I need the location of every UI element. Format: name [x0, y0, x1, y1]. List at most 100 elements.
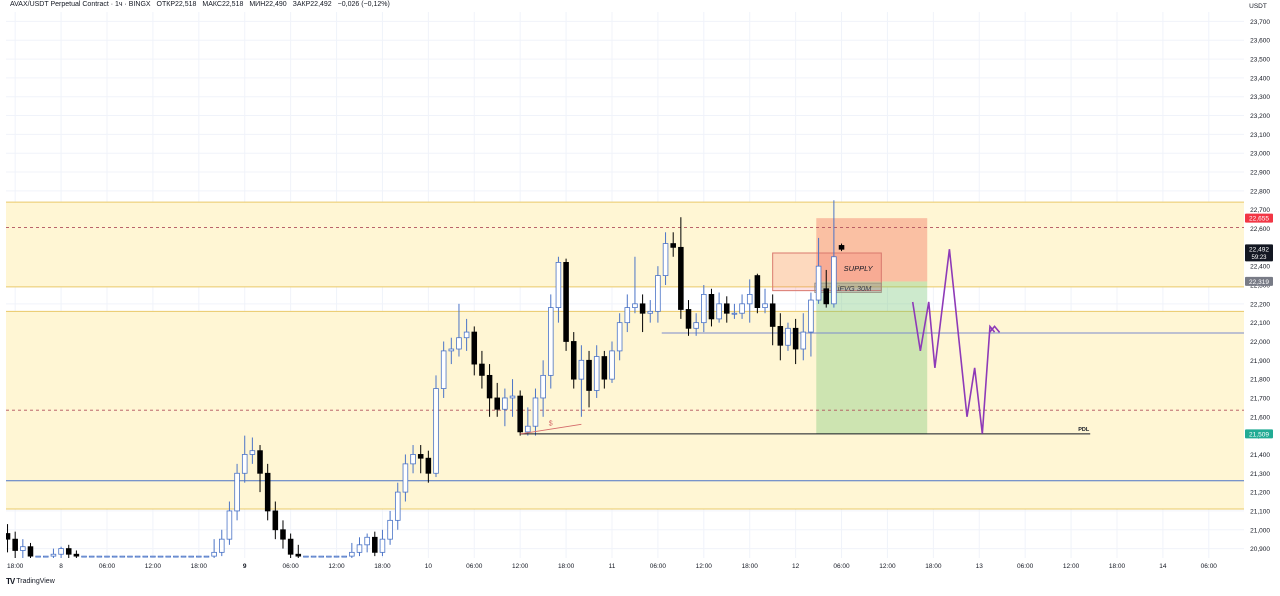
candle-body-down[interactable] — [12, 538, 18, 551]
candle-body-down[interactable] — [563, 262, 569, 342]
sweep-line[interactable] — [520, 423, 582, 435]
candle-body-up[interactable] — [364, 536, 370, 546]
candle-body-down[interactable] — [264, 472, 271, 512]
candle-body-down[interactable] — [486, 374, 493, 399]
candle-body-up[interactable] — [341, 555, 347, 558]
candle-body-up[interactable] — [226, 510, 233, 540]
candle-body-down[interactable] — [27, 546, 34, 557]
candle-body-up[interactable] — [448, 348, 455, 352]
candle-body-up[interactable] — [35, 555, 41, 558]
candle-body-down[interactable] — [417, 454, 424, 459]
candle-body-up[interactable] — [525, 425, 531, 433]
candle-body-up[interactable] — [693, 322, 699, 329]
candle-body-up[interactable] — [746, 294, 753, 305]
candle-body-down[interactable] — [5, 533, 11, 540]
candle-body-up[interactable] — [532, 397, 539, 427]
candle-body-up[interactable] — [502, 397, 508, 410]
candle-body-up[interactable] — [731, 312, 738, 315]
candle-body-down[interactable] — [494, 397, 500, 410]
candle-body-down[interactable] — [670, 243, 676, 248]
candle-body-up[interactable] — [127, 555, 133, 558]
candle-body-up[interactable] — [119, 555, 126, 558]
candle-body-up[interactable] — [785, 327, 791, 346]
candle-body-up[interactable] — [241, 454, 248, 474]
candle-body-up[interactable] — [157, 555, 164, 558]
candle-body-up[interactable] — [104, 555, 110, 558]
candle-body-up[interactable] — [20, 546, 26, 551]
candle-body-down[interactable] — [372, 536, 378, 553]
candle-body-down[interactable] — [295, 553, 302, 557]
candle-body-down[interactable] — [570, 341, 577, 380]
candle-body-up[interactable] — [609, 350, 615, 380]
candle-body-up[interactable] — [150, 555, 156, 558]
candle-body-down[interactable] — [823, 288, 830, 305]
candle-body-up[interactable] — [463, 331, 470, 339]
candle-body-up[interactable] — [509, 395, 516, 399]
candle-body-up[interactable] — [548, 307, 554, 376]
candle-body-down[interactable] — [73, 553, 80, 557]
candle-body-up[interactable] — [739, 303, 745, 314]
candle-body-up[interactable] — [402, 463, 409, 493]
candle-body-up[interactable] — [701, 294, 707, 324]
candle-body-down[interactable] — [769, 303, 776, 327]
candle-body-up[interactable] — [142, 555, 149, 558]
candle-body-up[interactable] — [234, 472, 240, 512]
candle-body-up[interactable] — [188, 555, 194, 558]
candle-body-up[interactable] — [456, 337, 462, 350]
candle-body-up[interactable] — [716, 303, 722, 320]
candle-body-up[interactable] — [249, 450, 256, 455]
candle-body-up[interactable] — [203, 555, 210, 558]
tradingview-footer[interactable]: TV TradingView — [6, 577, 55, 586]
candle-body-up[interactable] — [50, 553, 57, 557]
candle-body-up[interactable] — [555, 262, 562, 308]
candle-body-down[interactable] — [678, 246, 684, 310]
candle-body-down[interactable] — [517, 395, 523, 433]
candle-body-up[interactable] — [356, 544, 363, 553]
candle-body-down[interactable] — [471, 331, 478, 365]
candle-body-down[interactable] — [586, 359, 592, 391]
candle-body-up[interactable] — [578, 359, 585, 380]
candle-body-down[interactable] — [754, 275, 761, 308]
candle-body-up[interactable] — [218, 538, 225, 553]
candle-body-up[interactable] — [326, 555, 332, 558]
candle-body-up[interactable] — [655, 275, 661, 312]
candle-body-up[interactable] — [111, 555, 118, 558]
candle-body-down[interactable] — [601, 356, 608, 380]
candle-body-down[interactable] — [708, 294, 715, 320]
candle-body-up[interactable] — [808, 299, 814, 333]
candle-body-up[interactable] — [387, 519, 393, 540]
candle-body-up[interactable] — [379, 538, 386, 553]
candle-body-up[interactable] — [593, 356, 600, 391]
candle-body-down[interactable] — [838, 245, 845, 250]
candle-body-up[interactable] — [762, 303, 768, 308]
candle-body-down[interactable] — [425, 457, 432, 474]
candle-body-up[interactable] — [88, 555, 95, 558]
projection-path[interactable] — [911, 249, 996, 434]
candle-body-down[interactable] — [272, 510, 279, 531]
candle-body-up[interactable] — [616, 322, 623, 352]
candle-body-up[interactable] — [410, 454, 416, 465]
candle-body-up[interactable] — [43, 555, 49, 558]
candle-body-up[interactable] — [134, 555, 141, 558]
target-zone-box[interactable] — [816, 281, 928, 434]
candle-body-down[interactable] — [287, 538, 294, 555]
candle-body-up[interactable] — [440, 350, 447, 389]
candle-body-down[interactable] — [479, 363, 485, 376]
candle-body-up[interactable] — [632, 303, 638, 308]
candle-body-up[interactable] — [800, 331, 807, 350]
candle-body-up[interactable] — [831, 256, 837, 305]
candle-body-up[interactable] — [647, 310, 654, 314]
candle-body-up[interactable] — [96, 555, 103, 558]
candle-body-down[interactable] — [792, 327, 799, 350]
candle-body-up[interactable] — [394, 491, 401, 521]
ifvg-box[interactable] — [814, 282, 882, 293]
candle-body-down[interactable] — [280, 529, 286, 540]
candle-body-down[interactable] — [257, 450, 263, 474]
candle-body-down[interactable] — [777, 326, 784, 346]
candle-body-down[interactable] — [685, 309, 692, 329]
candle-body-up[interactable] — [540, 374, 546, 399]
candle-body-up[interactable] — [349, 551, 355, 557]
candle-body-up[interactable] — [318, 555, 325, 558]
